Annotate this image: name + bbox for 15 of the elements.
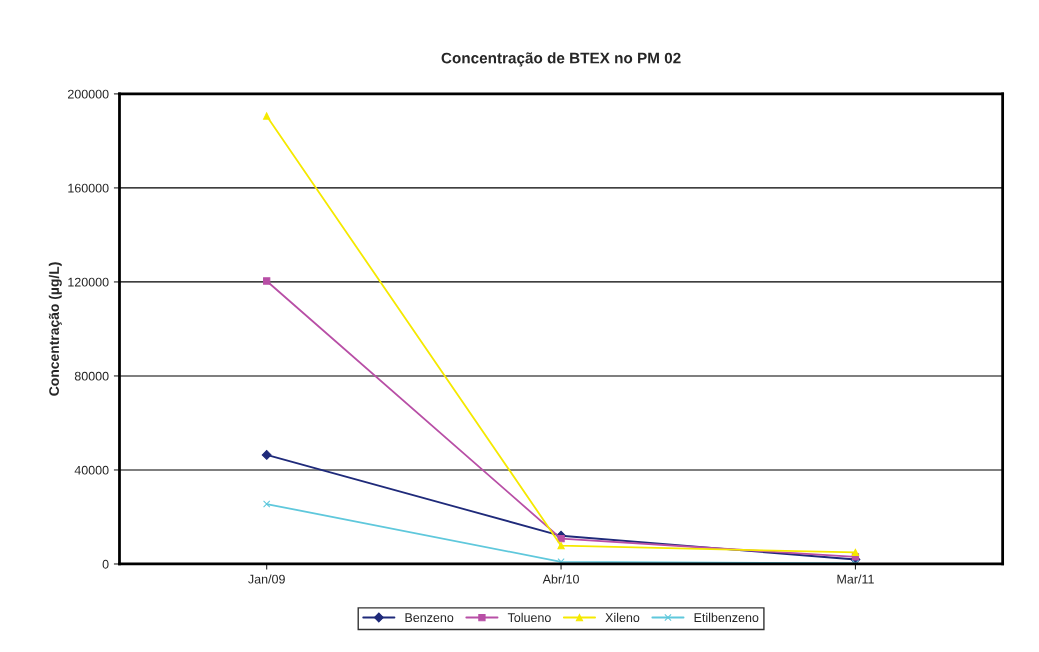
chart-title: Concentração de BTEX no PM 02: [441, 52, 681, 67]
y-tick-label: 160000: [68, 183, 109, 193]
y-tick-label: 0: [102, 559, 109, 569]
legend-label: Etilbenzeno: [694, 612, 759, 623]
y-tick-label: 40000: [74, 465, 109, 475]
legend-label: Tolueno: [507, 612, 551, 623]
x-tick-label: Mar/11: [837, 574, 874, 584]
x-tick-label: Jan/09: [248, 574, 285, 584]
y-tick-label: 200000: [67, 89, 109, 99]
legend-label: Xileno: [605, 612, 640, 623]
y-axis-title: Concentração (µg/L): [48, 262, 62, 396]
y-tick-label: 120000: [68, 277, 109, 287]
y-tick-label: 80000: [74, 371, 109, 381]
legend-label: Benzeno: [405, 613, 454, 623]
x-tick-label: Abr/10: [542, 574, 579, 584]
